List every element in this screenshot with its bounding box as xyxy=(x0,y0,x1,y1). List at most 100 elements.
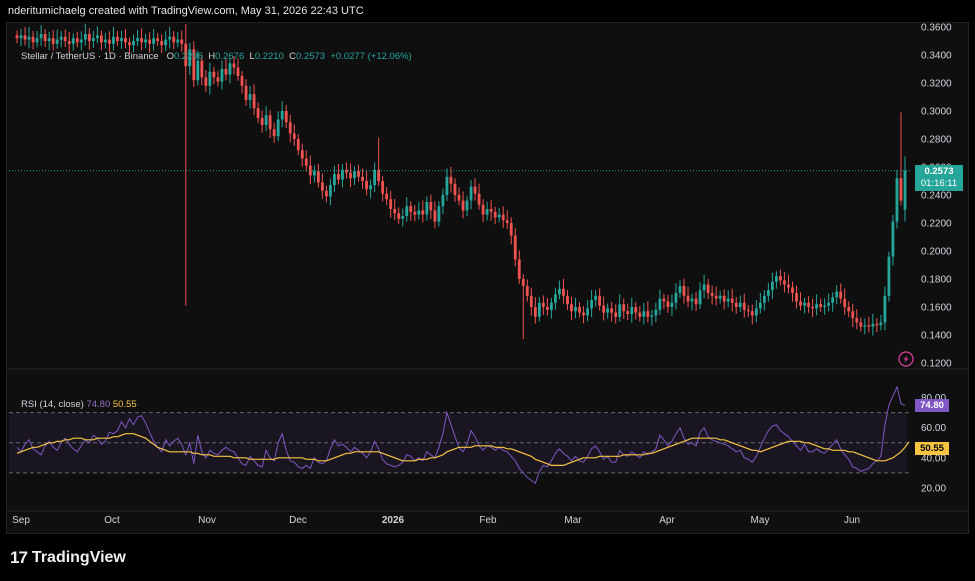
candles-group xyxy=(15,24,907,340)
rsi-tag-value: 74.80 xyxy=(920,400,944,411)
candle-body xyxy=(839,291,843,299)
candle-body xyxy=(152,38,156,44)
candle-body xyxy=(742,302,746,310)
rsi-ma-line xyxy=(16,433,910,466)
candle-body xyxy=(437,206,441,222)
candle-body xyxy=(397,213,401,219)
candle-body xyxy=(59,36,63,40)
price-tick-label: 0.3200 xyxy=(921,79,952,90)
tradingview-logo[interactable]: 17 TradingView xyxy=(10,545,126,571)
rsi-value-tag: 74.80 xyxy=(915,399,949,412)
candle-body xyxy=(855,318,859,323)
time-axis-label: Oct xyxy=(104,515,120,526)
candle-body xyxy=(91,38,95,41)
tradingview-logo-icon: 17 xyxy=(10,548,28,567)
candle-body xyxy=(477,193,481,205)
price-tick-label: 0.1800 xyxy=(921,275,952,286)
candle-body xyxy=(180,39,184,44)
candle-body xyxy=(413,211,417,215)
candle-body xyxy=(188,49,192,67)
time-axis-label: Apr xyxy=(659,515,675,526)
candle-body xyxy=(558,288,561,295)
candle-body xyxy=(35,38,39,43)
candle-body xyxy=(316,171,320,183)
candle-body xyxy=(19,35,23,39)
candle-body xyxy=(15,35,19,39)
candle-body xyxy=(811,307,814,309)
candle-body xyxy=(67,41,71,44)
chart-frame[interactable]: 0.36000.34000.32000.30000.28000.26000.24… xyxy=(6,22,969,534)
price-tick-label: 0.1600 xyxy=(921,303,952,314)
candle-body xyxy=(851,311,855,319)
candle-body xyxy=(23,35,27,40)
candle-body xyxy=(136,38,139,41)
candle-body xyxy=(594,295,598,300)
candle-body xyxy=(835,291,839,298)
candle-body xyxy=(662,298,666,302)
candle-body xyxy=(465,200,469,211)
candle-body xyxy=(541,302,545,307)
close-label: C xyxy=(289,51,297,62)
candle-body xyxy=(220,69,224,82)
candle-body xyxy=(204,77,208,86)
candle-body xyxy=(369,185,373,190)
candle-body xyxy=(453,183,457,195)
candle-body xyxy=(172,36,176,43)
candle-body xyxy=(614,312,618,317)
price-tick-label: 0.1200 xyxy=(921,359,952,370)
candle-body xyxy=(549,302,553,310)
candle-body xyxy=(39,34,43,39)
rsi-value: 74.80 xyxy=(86,399,111,410)
candle-body xyxy=(79,39,83,43)
alert-circle-icon xyxy=(898,351,914,367)
candle-body xyxy=(899,178,903,201)
candle-body xyxy=(31,36,35,43)
candle-body xyxy=(132,41,135,46)
price-tick-label: 0.2200 xyxy=(921,219,952,230)
candle-body xyxy=(417,210,421,215)
candle-body xyxy=(95,35,99,39)
candle-body xyxy=(485,209,489,215)
candle-body xyxy=(320,182,324,191)
candle-body xyxy=(554,294,557,303)
candle-body xyxy=(224,69,228,75)
candle-body xyxy=(775,276,778,282)
candle-body xyxy=(722,295,726,302)
candle-body xyxy=(473,186,477,194)
candle-body xyxy=(421,210,425,215)
candle-body xyxy=(168,36,172,40)
symbol-name[interactable]: Stellar / TetherUS · 1D · Binance xyxy=(21,51,159,62)
candle-body xyxy=(389,199,393,209)
candle-body xyxy=(244,85,248,100)
rsi-label[interactable]: RSI (14, close) xyxy=(21,399,84,410)
candle-body xyxy=(445,176,449,195)
candle-body xyxy=(228,63,232,75)
candle-body xyxy=(300,150,304,159)
candle-body xyxy=(55,39,59,44)
candle-body xyxy=(574,307,577,312)
candle-body xyxy=(513,235,517,260)
candle-body xyxy=(272,129,276,137)
candle-body xyxy=(361,176,364,181)
candle-body xyxy=(690,298,694,302)
symbol-legend: Stellar / TetherUS · 1D · Binance O0.229… xyxy=(21,51,412,62)
last-price-tag: 0.2573 01:16:11 xyxy=(915,165,963,191)
high-label: H xyxy=(208,51,216,62)
candle-body xyxy=(292,133,296,139)
candle-body xyxy=(232,63,236,68)
candle-body xyxy=(883,295,887,323)
rsi-ma-tag-value: 50.55 xyxy=(920,443,944,454)
candle-body xyxy=(304,158,308,166)
candle-body xyxy=(658,298,662,310)
candle-body xyxy=(308,165,312,176)
candle-body xyxy=(280,111,284,120)
candle-body xyxy=(248,94,252,100)
open-value: 0.2296 xyxy=(173,51,204,62)
candle-body xyxy=(425,202,429,215)
time-axis-label: Nov xyxy=(198,515,216,526)
candle-body xyxy=(650,315,654,317)
high-value: 0.2676 xyxy=(215,51,245,62)
candle-body xyxy=(47,38,51,41)
candle-body xyxy=(87,34,91,41)
chart-canvas[interactable]: 0.36000.34000.32000.30000.28000.26000.24… xyxy=(7,23,968,533)
